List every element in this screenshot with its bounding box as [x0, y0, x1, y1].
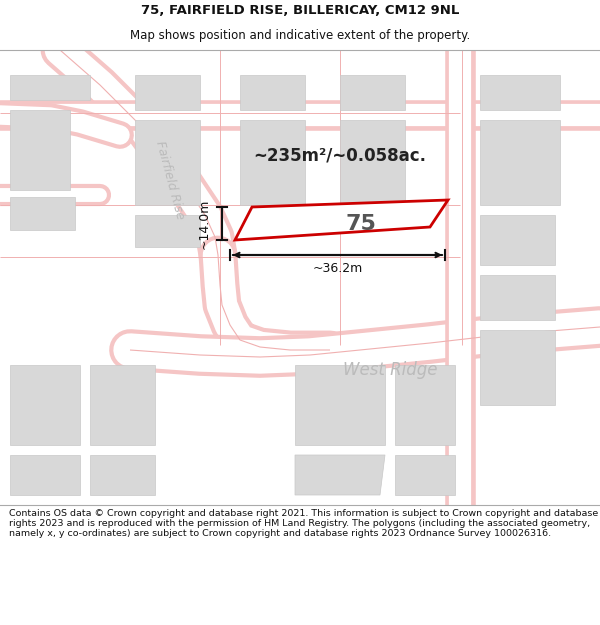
Text: 75, FAIRFIELD RISE, BILLERICAY, CM12 9NL: 75, FAIRFIELD RISE, BILLERICAY, CM12 9NL	[141, 4, 459, 18]
Polygon shape	[480, 120, 560, 205]
Text: West Ridge: West Ridge	[343, 361, 437, 379]
Polygon shape	[480, 215, 555, 265]
Polygon shape	[340, 75, 405, 110]
Polygon shape	[340, 120, 405, 205]
Text: 75: 75	[346, 214, 377, 234]
Text: ~36.2m: ~36.2m	[313, 262, 362, 276]
Polygon shape	[10, 197, 75, 230]
Polygon shape	[395, 365, 455, 445]
Text: Map shows position and indicative extent of the property.: Map shows position and indicative extent…	[130, 29, 470, 42]
Polygon shape	[295, 365, 385, 445]
Text: Fairfield Rise: Fairfield Rise	[153, 139, 187, 221]
Polygon shape	[240, 75, 305, 110]
Polygon shape	[90, 365, 155, 445]
Polygon shape	[10, 75, 90, 100]
Polygon shape	[10, 455, 80, 495]
Polygon shape	[135, 215, 200, 247]
Polygon shape	[10, 365, 80, 445]
Polygon shape	[480, 75, 560, 110]
Polygon shape	[240, 120, 305, 205]
Polygon shape	[295, 455, 385, 495]
Polygon shape	[10, 110, 70, 190]
Polygon shape	[235, 200, 448, 240]
Text: ~14.0m: ~14.0m	[197, 198, 211, 249]
Polygon shape	[90, 455, 155, 495]
Polygon shape	[135, 75, 200, 110]
Text: Contains OS data © Crown copyright and database right 2021. This information is : Contains OS data © Crown copyright and d…	[9, 509, 598, 538]
Text: ~235m²/~0.058ac.: ~235m²/~0.058ac.	[254, 146, 427, 164]
Polygon shape	[480, 275, 555, 320]
Polygon shape	[135, 120, 200, 205]
Polygon shape	[395, 455, 455, 495]
Polygon shape	[480, 330, 555, 405]
